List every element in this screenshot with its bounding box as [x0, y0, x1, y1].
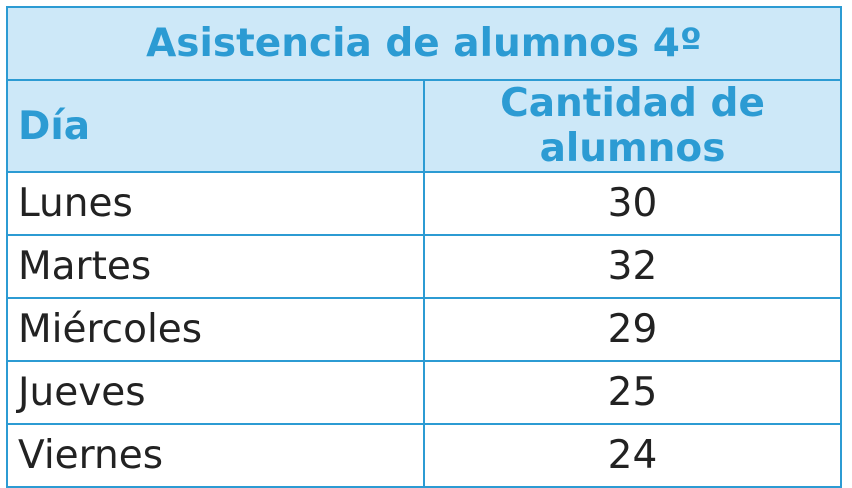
column-header-day: Día	[6, 79, 425, 173]
cell-count: 30	[423, 171, 842, 236]
table-row: Miércoles 29	[6, 297, 842, 362]
table-row: Lunes 30	[6, 171, 842, 236]
table-row: Jueves 25	[6, 360, 842, 425]
table-title: Asistencia de alumnos 4º	[6, 6, 842, 81]
attendance-table-container: Asistencia de alumnos 4º Día Cantidad de…	[6, 6, 842, 488]
table-title-row: Asistencia de alumnos 4º	[6, 6, 842, 81]
cell-count: 29	[423, 297, 842, 362]
cell-day: Martes	[6, 234, 425, 299]
table-row: Martes 32	[6, 234, 842, 299]
column-header-count: Cantidad de alumnos	[423, 79, 842, 173]
cell-count: 25	[423, 360, 842, 425]
cell-count: 32	[423, 234, 842, 299]
cell-day: Jueves	[6, 360, 425, 425]
cell-day: Lunes	[6, 171, 425, 236]
attendance-table: Asistencia de alumnos 4º Día Cantidad de…	[6, 6, 842, 488]
cell-day: Viernes	[6, 423, 425, 488]
cell-count: 24	[423, 423, 842, 488]
table-row: Viernes 24	[6, 423, 842, 488]
cell-day: Miércoles	[6, 297, 425, 362]
table-header-row: Día Cantidad de alumnos	[6, 79, 842, 173]
